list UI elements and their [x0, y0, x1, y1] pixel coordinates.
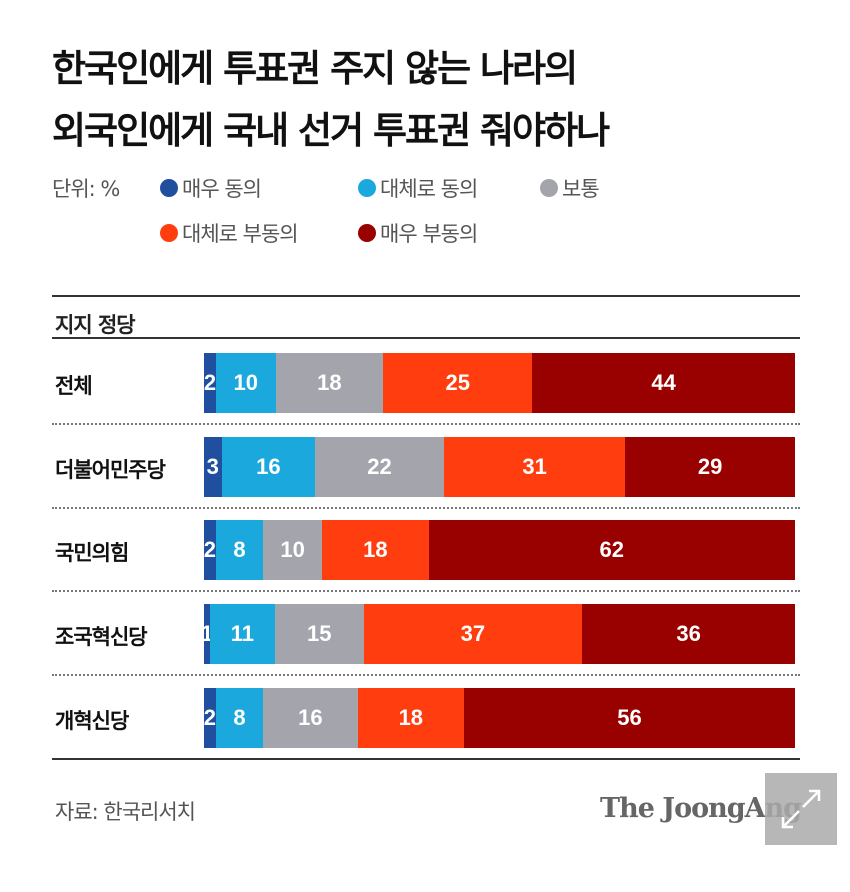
- bottom-rule: [52, 758, 800, 760]
- stacked-bar: 3 16 22 31 29: [204, 437, 795, 497]
- category-label: 개혁신당: [55, 709, 129, 733]
- legend-label: 대체로 부동의: [182, 222, 299, 246]
- bar-segment: 44: [532, 353, 795, 413]
- category-label: 전체: [55, 374, 93, 398]
- bar-segment: 36: [582, 604, 795, 664]
- legend-swatch: [160, 224, 178, 242]
- bar-segment: 2: [204, 520, 216, 580]
- row-divider: [52, 590, 800, 592]
- data-label: 36: [676, 621, 701, 646]
- data-label: 10: [280, 537, 305, 562]
- category-label: 더불어민주당: [55, 458, 166, 482]
- data-label: 8: [233, 705, 246, 730]
- data-label: 10: [233, 370, 259, 395]
- data-label: 29: [697, 454, 723, 479]
- bar-segment: 11: [209, 604, 275, 664]
- legend-label: 매우 동의: [182, 177, 262, 201]
- row-divider: [52, 507, 800, 509]
- bar-segment: 15: [274, 604, 364, 664]
- header-rule: [52, 337, 800, 339]
- top-rule: [52, 295, 800, 297]
- group-label: 지지 정당: [55, 313, 136, 337]
- source-note: 자료: 한국리서치: [55, 800, 196, 824]
- data-label: 25: [445, 370, 470, 395]
- stacked-bar: 1 11 15 37 36: [201, 604, 795, 664]
- legend-swatch: [358, 179, 376, 197]
- bar-segment: 18: [357, 688, 464, 748]
- legend-swatch: [358, 224, 376, 242]
- data-label: 11: [230, 621, 255, 646]
- data-label: 16: [256, 454, 281, 479]
- data-label: 2: [203, 705, 217, 730]
- data-label: 44: [651, 370, 676, 395]
- legend-item: 보통: [540, 173, 600, 203]
- bar-segment: 22: [315, 437, 444, 497]
- unit-label: 단위: %: [52, 177, 120, 201]
- bar-segment: 8: [215, 520, 264, 580]
- stacked-bar: 2 10 18 25 44: [204, 353, 795, 413]
- bar-segment: 16: [263, 688, 358, 748]
- stacked-bar: 2 8 10 18 62: [204, 520, 795, 580]
- bar-segment: 16: [221, 437, 316, 497]
- legend-item: 매우 부동의: [358, 218, 478, 248]
- legend-label: 대체로 동의: [380, 177, 478, 201]
- row-divider: [52, 423, 800, 425]
- chart-title-line-2: 외국인에게 국내 선거 투표권 줘야하나: [52, 109, 610, 152]
- legend-label: 보통: [562, 177, 600, 201]
- bar-segment: 10: [263, 520, 323, 580]
- data-label: 56: [617, 705, 642, 730]
- data-label: 18: [398, 705, 424, 730]
- legend-swatch: [540, 179, 558, 197]
- chart-title-line-1: 한국인에게 투표권 주지 않는 나라의: [52, 47, 578, 90]
- bar-segment: 62: [428, 520, 795, 580]
- bar-segment: 37: [363, 604, 583, 664]
- bar-segment: 29: [625, 437, 795, 497]
- bar-segment: 2: [204, 353, 216, 413]
- legend-label: 매우 부동의: [380, 222, 478, 246]
- stacked-bar: 2 8 16 18 56: [204, 688, 795, 748]
- data-label: 16: [298, 705, 323, 730]
- legend-item: 대체로 동의: [358, 173, 478, 203]
- data-label: 3: [206, 454, 219, 479]
- legend-swatch: [160, 179, 178, 197]
- bar-segment: 3: [204, 437, 222, 497]
- data-label: 37: [460, 621, 486, 646]
- bar-segment: 25: [383, 353, 533, 413]
- expand-arrows-icon[interactable]: [765, 773, 837, 845]
- bar-segment: 18: [275, 353, 384, 413]
- data-label: 18: [363, 537, 388, 562]
- row-divider: [52, 674, 800, 676]
- data-label: 18: [317, 370, 342, 395]
- bar-segment: 56: [464, 688, 795, 748]
- data-label: 31: [522, 454, 547, 479]
- bar-segment: 8: [215, 688, 264, 748]
- bar-segment: 10: [215, 353, 276, 413]
- category-label: 국민의힘: [55, 541, 129, 565]
- bar-segment: 31: [443, 437, 626, 497]
- bar-segment: 18: [322, 520, 429, 580]
- category-label: 조국혁신당: [55, 625, 148, 649]
- data-label: 15: [306, 621, 332, 646]
- legend-item: 대체로 부동의: [160, 218, 299, 248]
- data-label: 2: [203, 370, 217, 395]
- data-label: 2: [203, 537, 217, 562]
- data-label: 22: [367, 454, 392, 479]
- bar-segment: 2: [204, 688, 216, 748]
- legend-item: 매우 동의: [160, 173, 262, 203]
- data-label: 8: [233, 537, 246, 562]
- data-label: 62: [599, 537, 624, 562]
